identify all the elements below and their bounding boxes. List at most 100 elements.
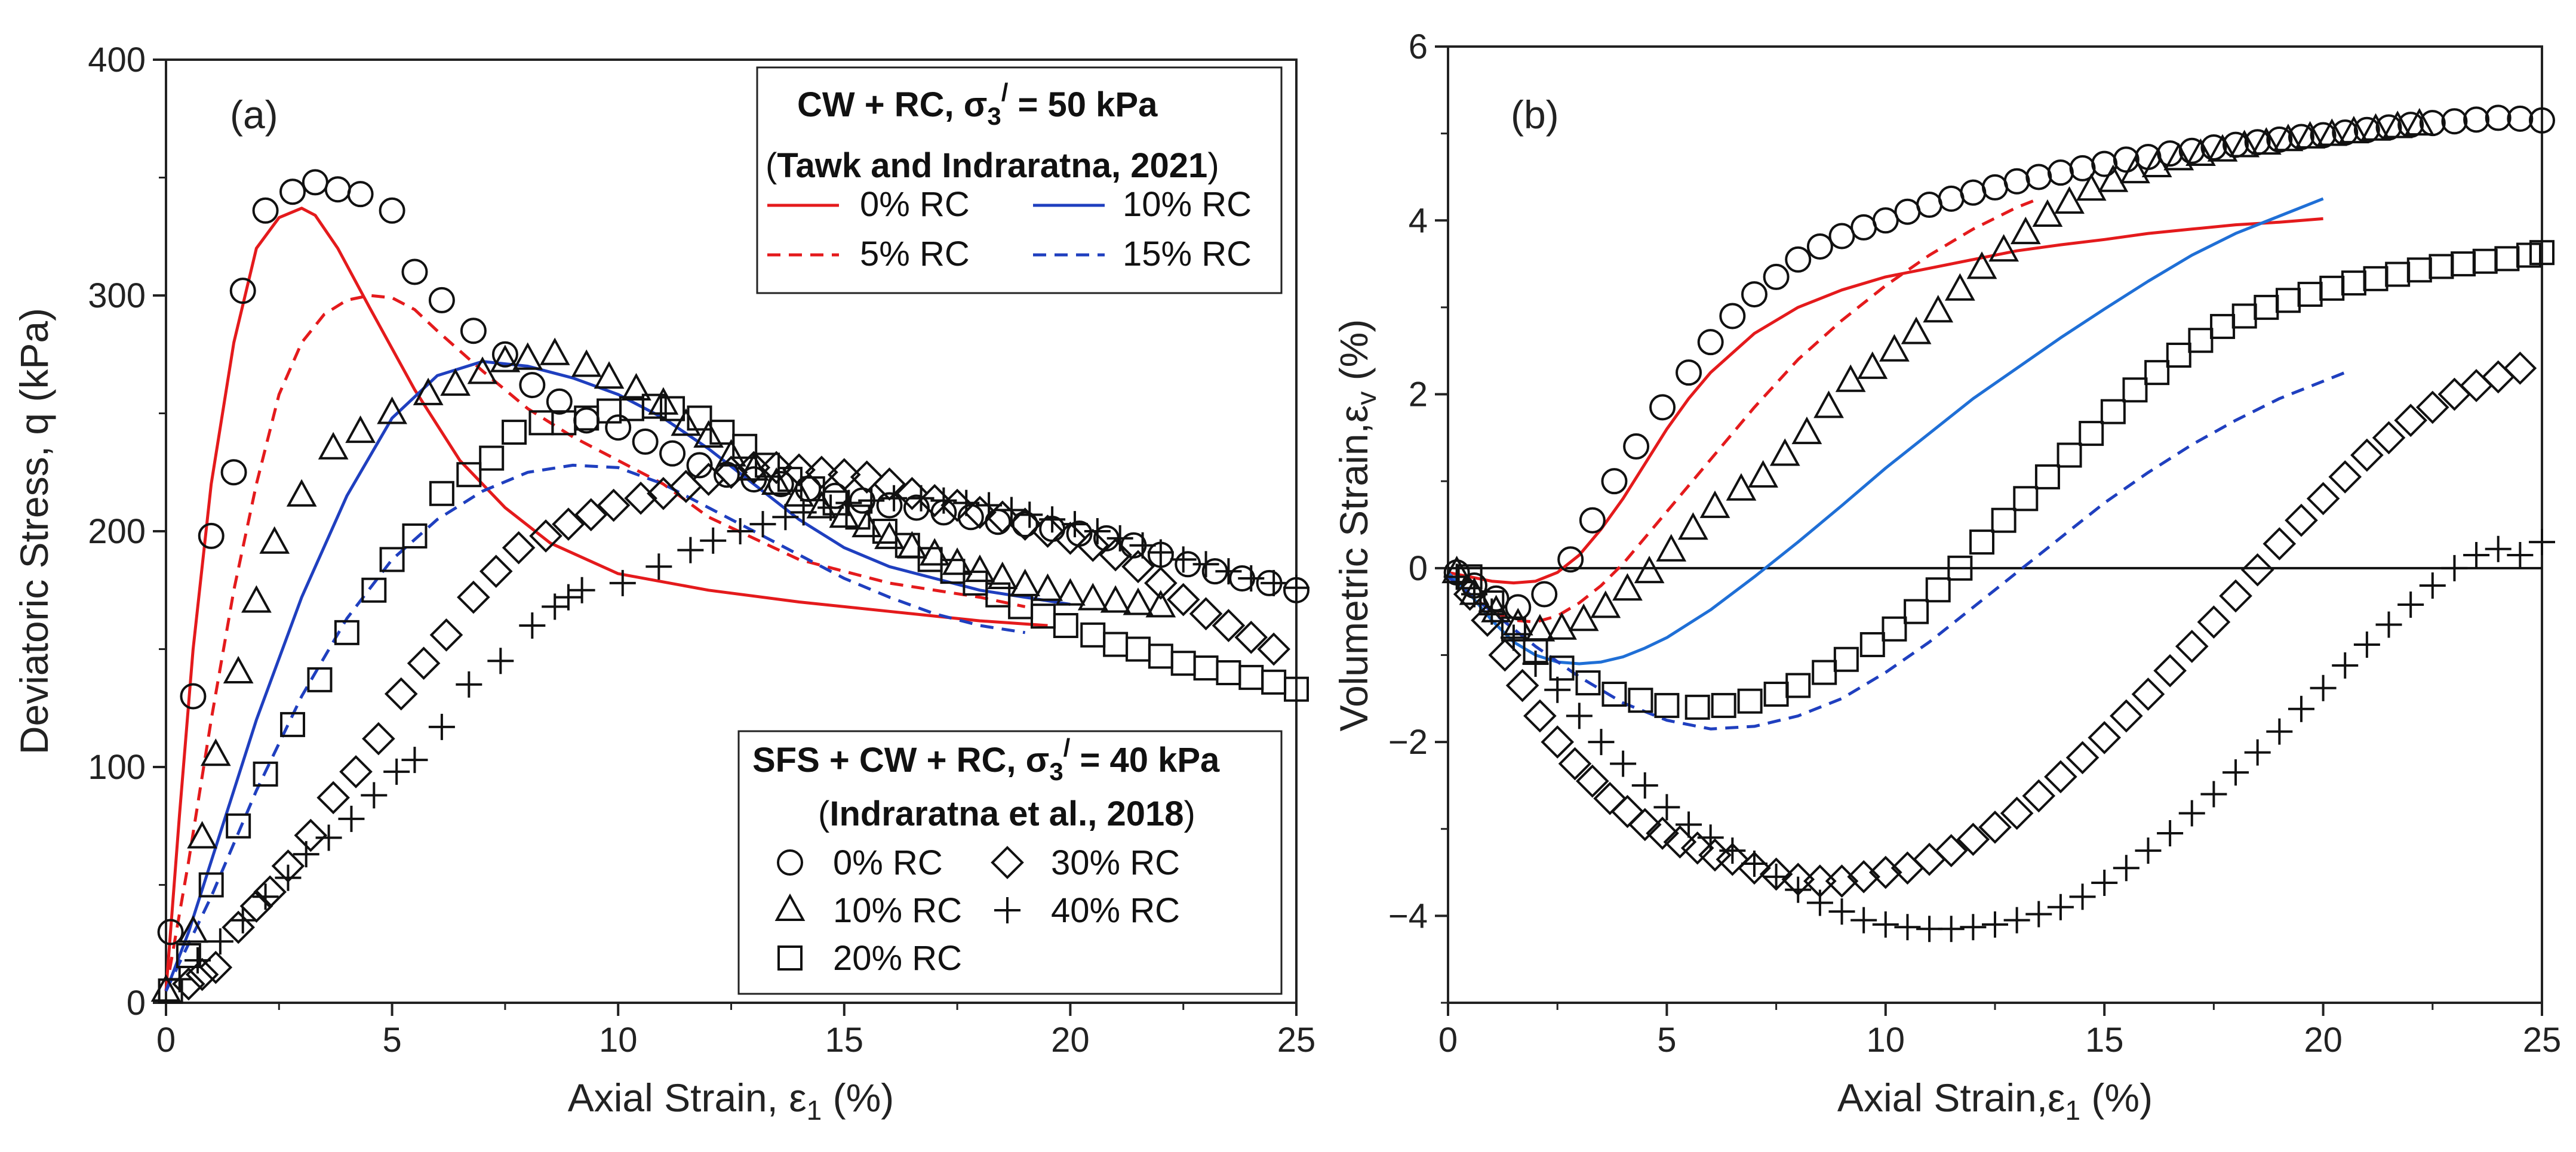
panel-a-40-rc-plus-point xyxy=(953,489,980,516)
panel-b-10-rc-triangle-point xyxy=(2163,143,2194,171)
panel-a-40-rc-plus-point xyxy=(700,527,727,554)
panel-a-10-rc-triangle-point xyxy=(512,342,543,370)
panel-a-40-rc-plus-point xyxy=(542,593,568,620)
panel-b-x-tick-label-15: 15 xyxy=(2085,1021,2124,1059)
panel-b-markers-30-rc xyxy=(1453,352,2537,898)
panel-a-20-rc-square-point xyxy=(429,480,454,506)
panel-b-30-rc-diamond-point xyxy=(2022,779,2056,813)
panel-a-x-tick-label-10: 10 xyxy=(599,1021,638,1059)
panel-b-0-rc-circle-point xyxy=(2113,146,2140,173)
panel-a-30-rc-diamond-point xyxy=(294,818,328,852)
panel-b-20-rc-square-point xyxy=(1904,599,1929,624)
panel-a-10-rc-triangle-point xyxy=(1077,583,1108,611)
panel-a-40-rc-plus-point xyxy=(1261,569,1287,596)
panel-b-10-rc-triangle-point xyxy=(2316,118,2347,146)
panel-a-40-rc-plus-point xyxy=(930,487,957,514)
panel-b-30-rc-diamond-point xyxy=(1646,817,1679,850)
panel-a-20-rc-square-point xyxy=(361,577,387,603)
panel-a-20-rc-square-point xyxy=(872,519,897,544)
panel-b-30-rc-diamond-point xyxy=(1956,823,1990,857)
panel-a-40-rc-plus-point xyxy=(487,648,514,674)
panel-b-40-rc-plus-point xyxy=(2529,529,2555,556)
panel-a-20-rc-square-point xyxy=(502,420,527,445)
panel-a-20-rc-square-point xyxy=(253,761,278,787)
panel-b-x-tick-label-20: 20 xyxy=(2304,1021,2343,1059)
panel-a-0-rc-circle-point xyxy=(180,683,207,710)
panel-a-20-rc-square-point xyxy=(687,405,712,431)
panel-b-0-rc-circle-point xyxy=(1676,359,1702,386)
panel-b-30-rc-diamond-point xyxy=(2503,352,2537,385)
panel-b-40-rc-plus-point xyxy=(2463,541,2490,568)
panel-a-x-tick-label-25: 25 xyxy=(1277,1021,1316,1059)
panel-a-30-rc-diamond-point xyxy=(737,451,771,485)
panel-a-10-rc-triangle-point xyxy=(693,420,724,448)
panel-b-10-rc-triangle-point xyxy=(1835,364,1866,392)
panel-a-40-rc-plus-point xyxy=(976,492,1003,519)
panel-a-10-rc-triangle-point xyxy=(440,368,471,396)
panel-a-40-rc-plus-point xyxy=(166,966,193,993)
panel-b-40-rc-plus-point xyxy=(2353,631,2380,658)
panel-a-30-rc-diamond-point xyxy=(407,646,441,680)
panel-b-30-rc-diamond-point xyxy=(2000,796,2034,830)
panel-b-30-rc-diamond-point xyxy=(2175,630,2209,663)
panel-b-10-rc-triangle-point xyxy=(2076,173,2107,201)
panel-b-40-rc-plus-point xyxy=(2397,591,2424,618)
panel-b-10-rc-triangle-point xyxy=(1726,473,1757,501)
panel-b-40-rc-plus-point xyxy=(1741,850,1767,877)
panel-a-30-rc-diamond-point xyxy=(199,950,233,984)
panel-b-0-rc-circle-point xyxy=(1763,263,1790,290)
panel-a-20-rc-square-point xyxy=(402,523,428,549)
panel-a-20-rc-square-point xyxy=(379,547,405,572)
panel-a-10-rc-triangle-point xyxy=(377,396,407,424)
panel-a-40-rc-plus-point xyxy=(338,805,365,832)
panel-b-10-rc-triangle-point xyxy=(2338,116,2369,144)
panel-b-30-rc-diamond-point xyxy=(1471,603,1504,637)
panel-b-40-rc-plus-point xyxy=(1610,750,1637,777)
legend-bottom-title: SFS + CW + RC, σ3/ = 40 kPa xyxy=(752,734,1220,786)
panel-a-10-rc-triangle-point xyxy=(716,439,746,467)
panel-b-10-rc-triangle-point xyxy=(2054,186,2085,214)
panel-b-40-rc-plus-point xyxy=(2332,652,2359,679)
panel-a-30-rc-diamond-point xyxy=(1166,583,1200,617)
panel-a-40-rc-plus-point xyxy=(1147,539,1174,566)
panel-a-0-rc-circle-point xyxy=(605,414,632,441)
panel-b-40-rc-plus-point xyxy=(2003,907,2030,934)
panel-a-20-rc-square-point xyxy=(732,433,758,459)
panel-b-10-rc-triangle-point xyxy=(1988,234,2019,262)
panel-b-0-rc-circle-point xyxy=(2441,108,2468,135)
panel-b-30-rc-diamond-point xyxy=(2306,482,2340,516)
panel-a-40-rc-plus-point xyxy=(229,907,256,934)
panel-b-10-rc-triangle-point xyxy=(1612,573,1643,601)
panel-b-40-rc-plus-point xyxy=(1785,876,1812,903)
panel-a-0-rc-circle-point xyxy=(546,388,573,415)
panel-a-10-rc-triangle-point xyxy=(490,344,521,372)
panel-b-40-rc-plus-point xyxy=(1522,651,1549,677)
panel-a-30-rc-diamond-point xyxy=(222,910,255,944)
panel-b-10-rc-triangle-point xyxy=(2141,149,2172,177)
panel-b-30-rc-diamond-point xyxy=(1825,864,1859,898)
panel-b-0-rc-circle-point xyxy=(1806,233,1833,260)
panel-b-20-rc-square-point xyxy=(1925,577,1951,603)
legend-top-title: CW + RC, σ3/ = 50 kPa xyxy=(797,78,1158,130)
panel-b-x-tick-label-25: 25 xyxy=(2523,1021,2562,1059)
panel-b-x-tick-label-10: 10 xyxy=(1867,1021,1905,1059)
panel-a-10-rc-triangle-point xyxy=(1100,585,1131,613)
panel-a-40-rc-plus-point xyxy=(456,671,482,698)
panel-a-40-rc-plus-point xyxy=(428,713,455,740)
panel-b-markers-10-rc xyxy=(1441,107,2435,642)
panel-a-10-rc-triangle-point xyxy=(200,738,231,766)
panel-b-x-tick-label-5: 5 xyxy=(1657,1021,1676,1059)
panel-a-30-rc-diamond-point xyxy=(457,580,490,614)
panel-a-10-rc-triangle-point xyxy=(187,821,217,849)
panel-a-line-15-rc xyxy=(164,463,1026,992)
panel-b-30-rc-diamond-point xyxy=(2394,403,2427,438)
panel-a-y-tick-label-200: 200 xyxy=(88,512,146,551)
panel-b-30-rc-diamond-point xyxy=(2088,720,2122,754)
panel-a-10-rc-triangle-point xyxy=(345,415,376,443)
panel-b-20-rc-square-point xyxy=(1859,632,1885,657)
panel-b-40-rc-plus-point xyxy=(1697,824,1724,851)
panel-b-20-rc-square-point xyxy=(2122,377,2148,403)
panel-b-20-rc-square-point xyxy=(2057,442,2082,468)
panel-b-40-rc-plus-point xyxy=(2135,837,2162,864)
